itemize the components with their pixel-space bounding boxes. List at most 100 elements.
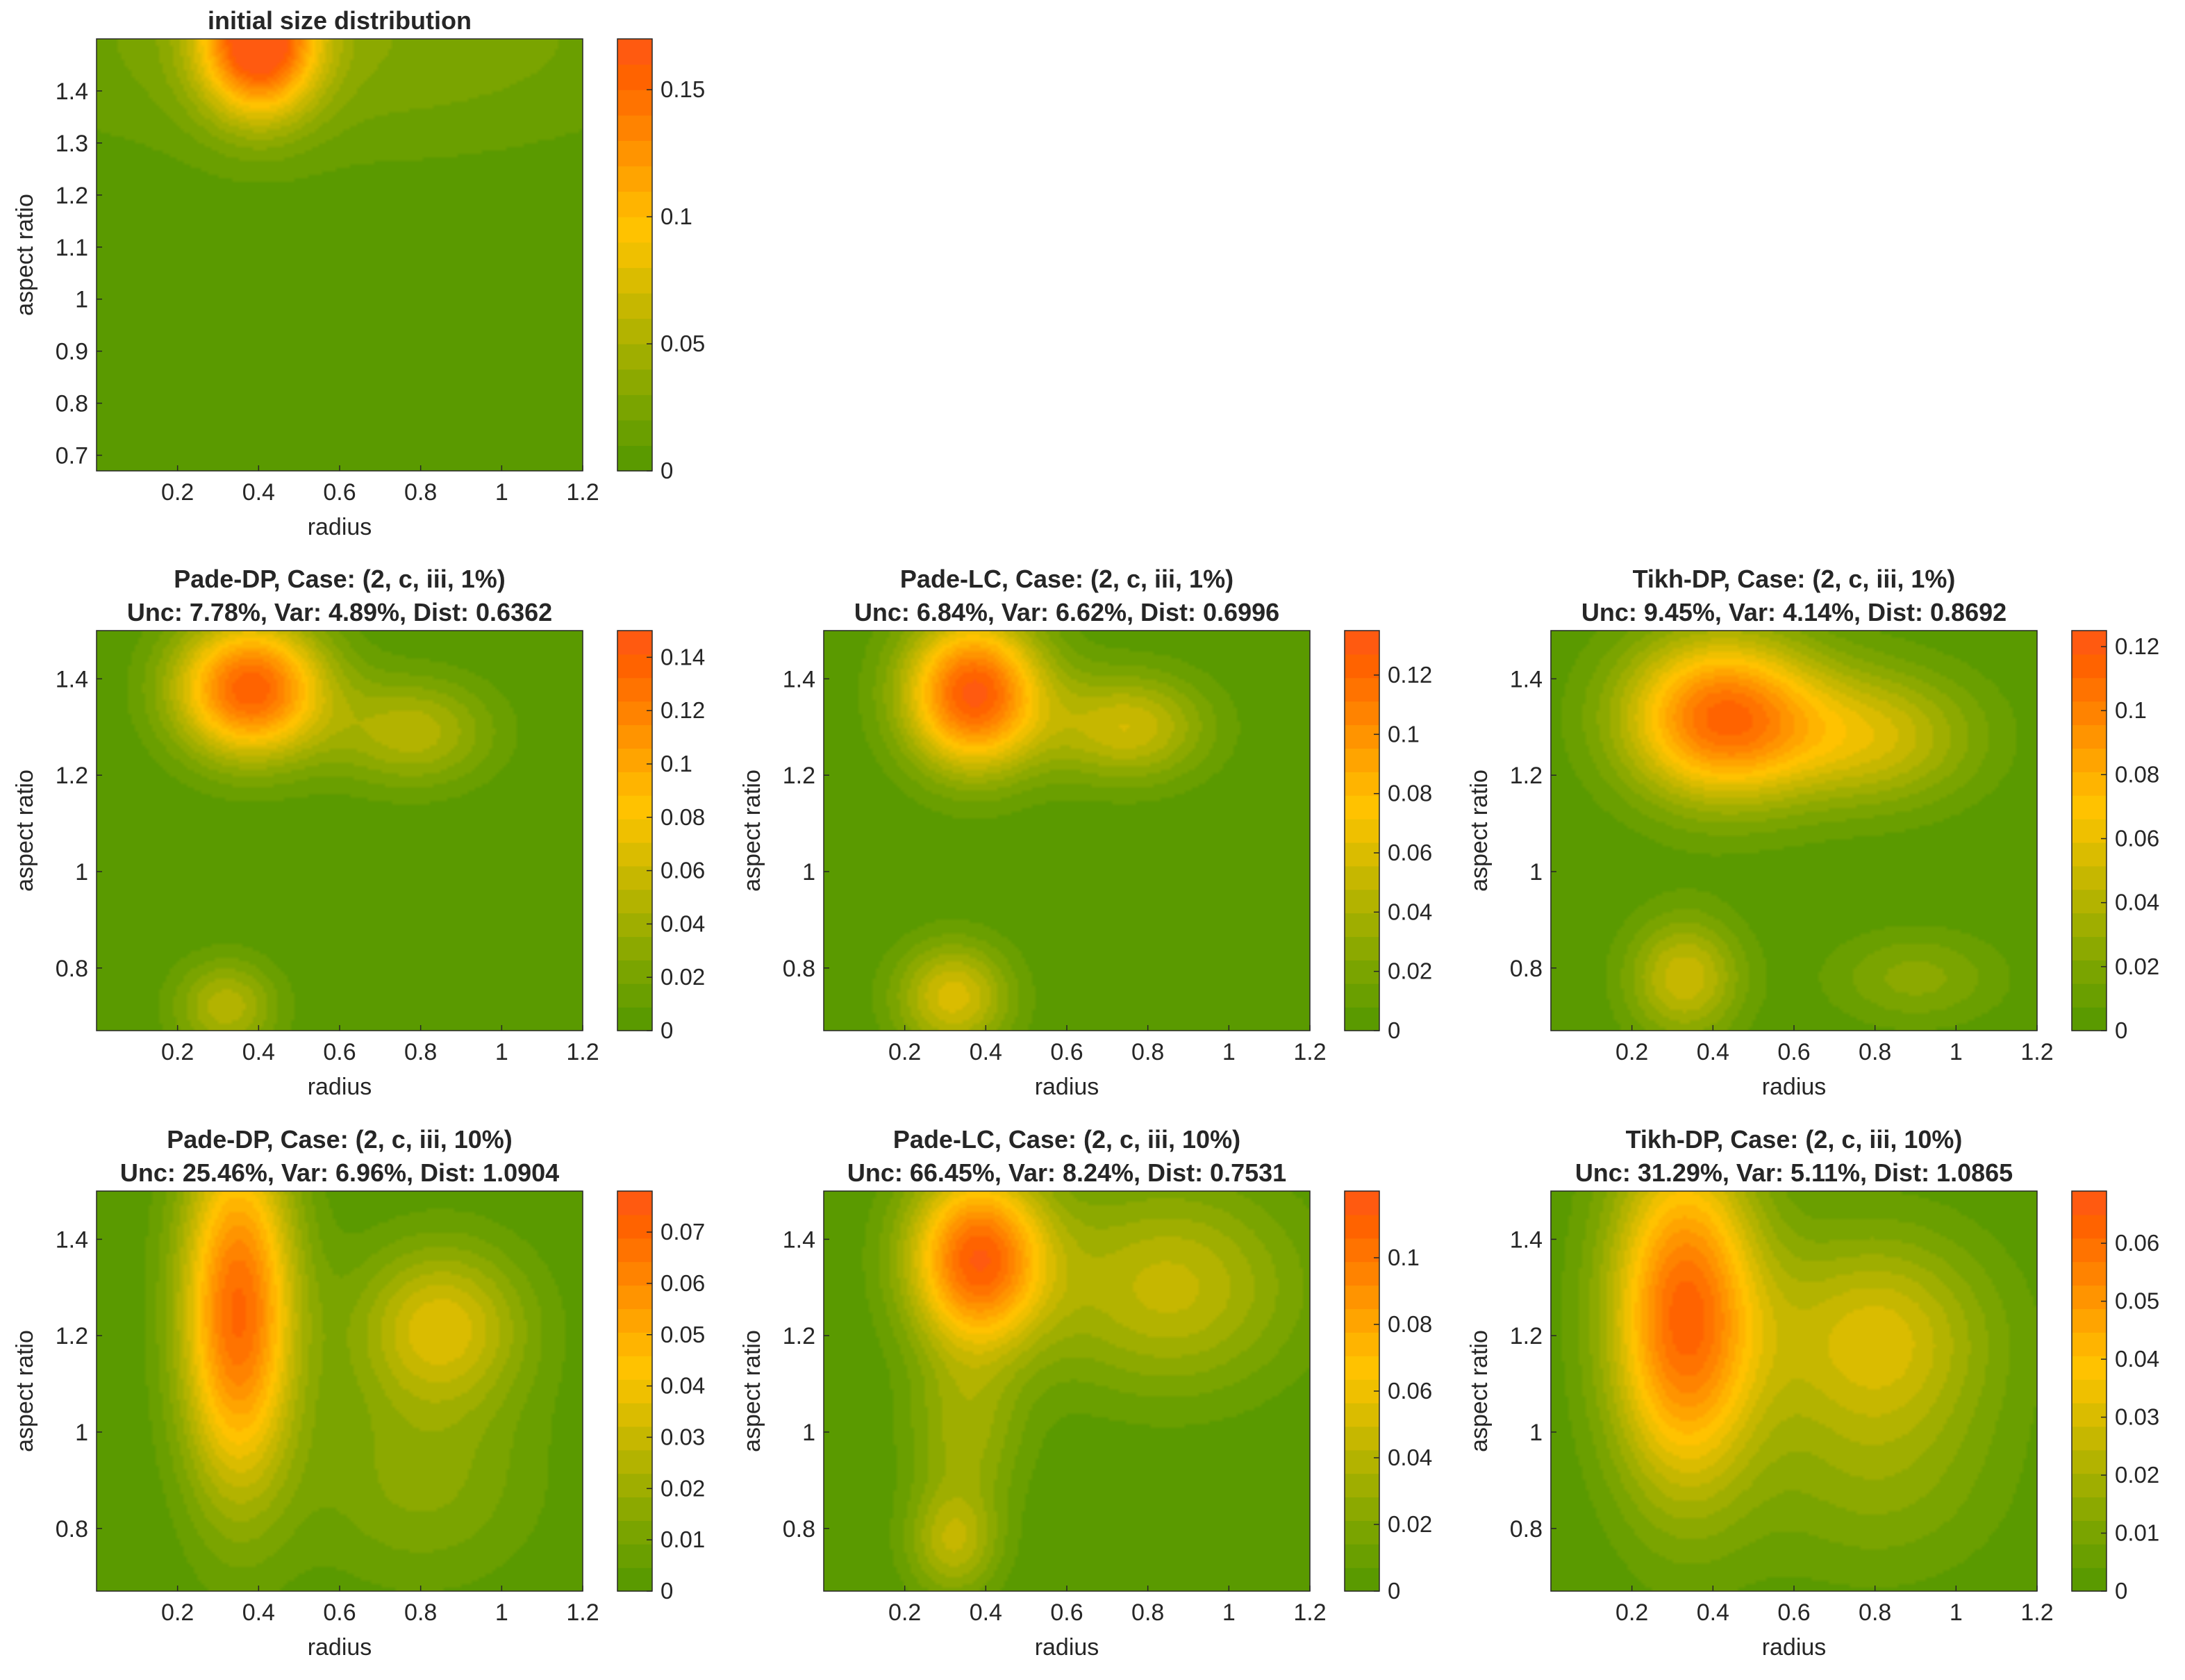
colorbar-level xyxy=(617,936,652,960)
colorbar-level xyxy=(617,292,652,319)
contour-field xyxy=(824,1191,1310,1591)
colorbar-tick-label: 0.04 xyxy=(2115,890,2159,915)
colorbar-tick-label: 0 xyxy=(661,1578,673,1604)
colorbar-level xyxy=(2072,772,2107,796)
panel-pade-dp-1: 0.2 0.4 0.6 0.8 1 1.2 0.8 1 1.2 1.4 radius aspect r… xyxy=(12,565,705,1100)
x-axis-label: radius xyxy=(1035,1074,1099,1100)
x-tick-label: 0.2 xyxy=(161,1039,194,1065)
colorbar-level xyxy=(617,631,652,655)
colorbar-level xyxy=(617,445,652,472)
y-tick-label: 0.8 xyxy=(1510,956,1543,982)
colorbar-level xyxy=(617,318,652,344)
y-axis-label: aspect ratio xyxy=(12,1330,38,1452)
x-tick-label: 0.8 xyxy=(1859,1599,1891,1626)
colorbar-level xyxy=(617,1238,652,1263)
colorbar-level xyxy=(1345,1402,1379,1427)
panel-tikh-dp-10: 0.2 0.4 0.6 0.8 1 1.2 0.8 1 1.2 1.4 radius aspect r… xyxy=(1466,1125,2159,1661)
y-tick-label: 1 xyxy=(1529,1420,1543,1446)
colorbar-level xyxy=(2072,1520,2107,1545)
colorbar: 0 0.02 0.04 0.06 0.08 0.1 0.12 0.14 xyxy=(617,630,705,1043)
colorbar-level xyxy=(1345,701,1379,726)
colorbar-level xyxy=(2072,1007,2107,1031)
colorbar-level xyxy=(2072,1332,2107,1356)
colorbar-level xyxy=(617,1261,652,1286)
colorbar-level xyxy=(617,115,652,141)
colorbar-level xyxy=(617,1007,652,1031)
colorbar-level xyxy=(2072,1308,2107,1333)
colorbar-level xyxy=(1345,654,1379,679)
colorbar-level xyxy=(617,165,652,192)
x-tick-label: 0.8 xyxy=(404,479,437,506)
x-tick-label: 1.2 xyxy=(566,479,599,506)
x-tick-label: 0.4 xyxy=(970,1039,1002,1065)
colorbar-tick-label: 0.06 xyxy=(2115,1230,2159,1256)
panel-title: Pade-LC, Case: (2, c, iii, 10%) xyxy=(893,1125,1240,1154)
colorbar: 0 0.02 0.04 0.06 0.08 0.1 0.12 xyxy=(1344,630,1432,1043)
colorbar-level xyxy=(1345,1214,1379,1239)
y-tick-label: 0.8 xyxy=(783,956,815,982)
colorbar-tick-label: 0.08 xyxy=(1388,1311,1432,1337)
colorbar-level xyxy=(617,1544,652,1568)
colorbar-level xyxy=(617,795,652,820)
colorbar-level xyxy=(1345,1261,1379,1286)
colorbar-tick-label: 0.05 xyxy=(2115,1288,2159,1314)
x-tick-label: 0.4 xyxy=(1697,1599,1729,1626)
colorbar-level xyxy=(1345,1520,1379,1545)
colorbar-tick-label: 0.04 xyxy=(661,1373,705,1399)
colorbar-tick-label: 0.12 xyxy=(1388,662,1432,688)
y-tick-label: 1.2 xyxy=(1510,1323,1543,1349)
colorbar-tick-label: 0.06 xyxy=(2115,826,2159,851)
colorbar-tick-label: 0.05 xyxy=(661,1322,705,1347)
colorbar-tick-label: 0 xyxy=(1388,1578,1400,1604)
y-tick-label: 0.8 xyxy=(56,1516,88,1542)
colorbar-level xyxy=(2072,960,2107,984)
colorbar-level xyxy=(1345,1449,1379,1474)
y-tick-label: 1.4 xyxy=(1510,666,1543,692)
colorbar-level xyxy=(617,64,652,90)
x-axis-label: radius xyxy=(1035,1634,1099,1661)
y-tick-label: 1.4 xyxy=(783,1226,815,1253)
contour-field xyxy=(97,631,583,1031)
y-tick-label: 1.2 xyxy=(56,183,88,209)
y-tick-label: 1.4 xyxy=(783,666,815,692)
colorbar-level xyxy=(617,889,652,914)
colorbar-level xyxy=(2072,1285,2107,1310)
colorbar-level xyxy=(2072,819,2107,843)
colorbar-level xyxy=(1345,1379,1379,1404)
colorbar-level xyxy=(2072,936,2107,960)
colorbar-tick-label: 0.02 xyxy=(2115,954,2159,979)
colorbar-level xyxy=(2072,1426,2107,1451)
y-tick-label: 0.8 xyxy=(56,956,88,982)
colorbar-level xyxy=(617,39,652,65)
colorbar-level xyxy=(2072,1261,2107,1286)
colorbar-level xyxy=(617,1497,652,1521)
y-axis-label: aspect ratio xyxy=(12,770,38,892)
colorbar-tick-label: 0.1 xyxy=(1388,721,1420,747)
colorbar: 0 0.01 0.02 0.03 0.04 0.05 0.06 0.07 xyxy=(617,1190,705,1604)
colorbar: 0 0.01 0.02 0.03 0.04 0.05 0.06 xyxy=(2071,1190,2159,1604)
colorbar-tick-label: 0.08 xyxy=(1388,781,1432,806)
colorbar-level xyxy=(617,1285,652,1310)
colorbar-level xyxy=(2072,654,2107,679)
colorbar-tick-label: 0.06 xyxy=(661,858,705,883)
y-tick-label: 1.2 xyxy=(1510,763,1543,789)
colorbar-level xyxy=(1345,1567,1379,1592)
colorbar-level xyxy=(617,677,652,702)
colorbar-level xyxy=(617,90,652,116)
x-tick-label: 0.6 xyxy=(1050,1039,1083,1065)
colorbar-tick-label: 0.03 xyxy=(2115,1404,2159,1430)
colorbar-tick-label: 0.04 xyxy=(1388,1445,1432,1470)
panel-pade-lc-1: 0.2 0.4 0.6 0.8 1 1.2 0.8 1 1.2 1.4 radius aspect r… xyxy=(739,565,1432,1100)
y-tick-label: 1.2 xyxy=(56,763,88,789)
colorbar-level xyxy=(617,394,652,421)
panel-subtitle: Unc: 31.29%, Var: 5.11%, Dist: 1.0865 xyxy=(1575,1158,2013,1187)
colorbar-level xyxy=(617,748,652,772)
colorbar-tick-label: 0.08 xyxy=(2115,761,2159,787)
y-axis-label: aspect ratio xyxy=(12,194,38,316)
x-tick-label: 0.8 xyxy=(404,1599,437,1626)
x-tick-label: 0.8 xyxy=(1131,1039,1164,1065)
colorbar-level xyxy=(1345,1426,1379,1451)
panel-subtitle: Unc: 6.84%, Var: 6.62%, Dist: 0.6996 xyxy=(854,598,1279,626)
x-tick-label: 0.6 xyxy=(1050,1599,1083,1626)
